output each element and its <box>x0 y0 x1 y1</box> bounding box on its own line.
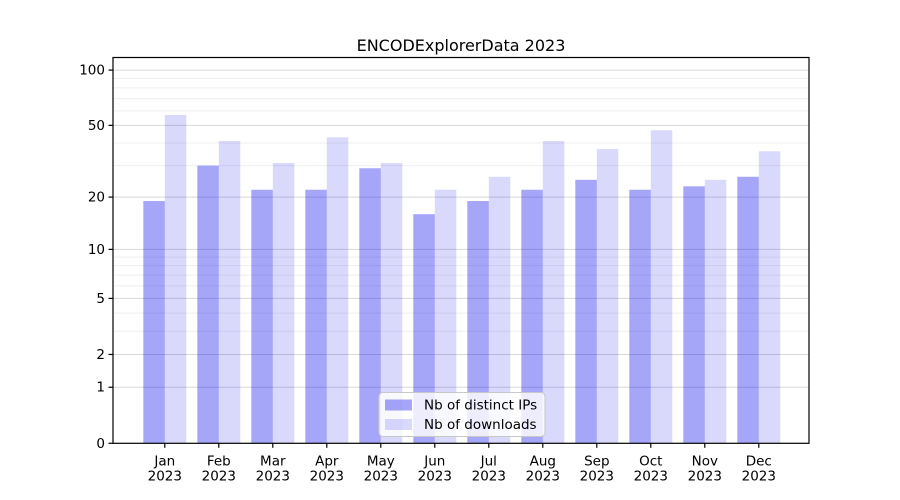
bar-distinct-ips <box>467 201 489 444</box>
x-tick-label-year: 2023 <box>472 469 506 485</box>
x-tick-label-year: 2023 <box>364 469 398 485</box>
x-tick-label-year: 2023 <box>148 469 182 485</box>
bar-downloads <box>434 189 457 444</box>
x-tick-label-month: Aug <box>530 454 556 470</box>
bar-distinct-ips <box>683 186 705 444</box>
bar-downloads <box>380 163 403 444</box>
x-tick-label-month: Jul <box>480 454 497 470</box>
x-tick-label-month: Oct <box>639 454 662 470</box>
bar-downloads <box>650 130 673 444</box>
bar-downloads <box>596 149 619 444</box>
y-tick-label: 2 <box>96 347 105 363</box>
bar-distinct-ips <box>305 189 327 444</box>
y-axis: 0 1 2 5 10 20 50 100 <box>79 63 113 452</box>
x-axis: Jan2023Feb2023Mar2023Apr2023May2023Jun20… <box>148 443 776 485</box>
x-tick-label-month: Mar <box>260 454 286 470</box>
x-tick-label-month: Apr <box>315 454 339 470</box>
minor-gridlines <box>113 78 809 332</box>
chart-title: ENCODExplorerData 2023 <box>357 36 566 55</box>
y-tick-label: 100 <box>79 63 105 79</box>
legend: Nb of distinct IPs Nb of downloads <box>378 392 546 437</box>
bar-distinct-ips <box>359 168 381 444</box>
bar-distinct-ips <box>521 189 543 444</box>
x-tick-label-year: 2023 <box>580 469 614 485</box>
x-tick-label-month: Sep <box>584 454 609 470</box>
major-gridlines <box>113 69 809 388</box>
bar-downloads <box>164 114 187 444</box>
y-tick-label: 20 <box>88 190 105 206</box>
bar-downloads <box>326 137 349 444</box>
bar-distinct-ips <box>197 165 219 444</box>
y-tick-label: 5 <box>96 291 105 307</box>
bar-downloads <box>758 151 781 444</box>
x-tick-label-month: Dec <box>746 454 772 470</box>
bar-downloads <box>218 141 241 444</box>
y-tick-label: 1 <box>96 380 105 396</box>
x-tick-label-year: 2023 <box>310 469 344 485</box>
x-tick-label-month: Nov <box>692 454 718 470</box>
x-tick-label-month: Jun <box>423 454 445 470</box>
legend-swatch-distinct-ips <box>385 399 412 411</box>
legend-label: Nb of distinct IPs <box>424 398 537 414</box>
y-tick-label: 0 <box>96 436 105 452</box>
x-tick-label-year: 2023 <box>418 469 452 485</box>
bar-downloads <box>272 163 295 444</box>
x-tick-label-month: Jan <box>153 454 175 470</box>
y-tick-label: 50 <box>88 118 105 134</box>
x-tick-label-year: 2023 <box>688 469 722 485</box>
x-tick-label-year: 2023 <box>202 469 236 485</box>
bar-distinct-ips <box>413 214 435 444</box>
bar-distinct-ips <box>251 189 273 444</box>
bar-downloads <box>488 176 511 444</box>
plot-area <box>113 57 809 444</box>
bar-downloads <box>704 179 727 444</box>
bar-distinct-ips <box>143 201 165 444</box>
axes-box <box>112 56 810 444</box>
bar-distinct-ips <box>575 179 597 444</box>
x-tick-label-year: 2023 <box>634 469 668 485</box>
bar-distinct-ips <box>629 189 651 444</box>
x-tick-label-year: 2023 <box>256 469 290 485</box>
bar-distinct-ips <box>737 176 759 444</box>
x-tick-label-year: 2023 <box>742 469 776 485</box>
x-tick-label-month: May <box>367 454 395 470</box>
legend-label: Nb of downloads <box>424 417 537 433</box>
x-tick-label-year: 2023 <box>526 469 560 485</box>
bar-downloads <box>542 141 565 444</box>
legend-box <box>378 392 546 437</box>
x-tick-label-month: Feb <box>207 454 231 470</box>
bars <box>143 114 781 444</box>
y-tick-label: 10 <box>88 242 105 258</box>
legend-swatch-downloads <box>385 419 412 430</box>
